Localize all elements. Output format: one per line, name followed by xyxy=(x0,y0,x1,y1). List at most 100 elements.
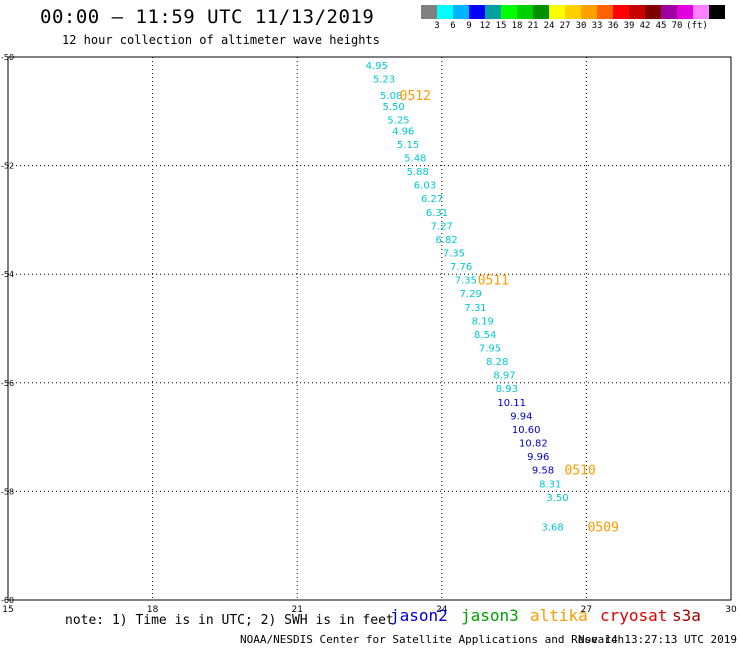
wave-height-label: 9.96 xyxy=(527,452,549,463)
map-frame xyxy=(7,56,732,601)
satellite-s3a: s3a xyxy=(672,606,701,625)
legend-label: 39 xyxy=(623,21,635,31)
wave-height-label: 8.97 xyxy=(493,371,515,382)
y-tick-label: -58 xyxy=(1,487,14,496)
wave-height-label: 8.93 xyxy=(496,384,518,395)
wave-height-label: 6.31 xyxy=(426,208,448,219)
wave-height-label: 7.31 xyxy=(464,303,486,314)
legend-swatch xyxy=(677,5,693,19)
legend-label: 15 xyxy=(495,21,507,31)
x-tick-label: 27 xyxy=(581,605,592,615)
wave-height-label: 6.03 xyxy=(414,181,436,192)
legend-label: 30 xyxy=(575,21,587,31)
wave-height-label: 5.88 xyxy=(407,167,429,178)
wave-height-label: 8.54 xyxy=(474,330,496,341)
legend-swatch xyxy=(533,5,549,19)
wave-height-label: 8.28 xyxy=(486,357,508,368)
legend-swatch xyxy=(517,5,533,19)
legend-swatch xyxy=(597,5,613,19)
legend-label: 27 xyxy=(559,21,571,31)
wave-height-label: 9.58 xyxy=(532,466,554,477)
x-tick-label: 18 xyxy=(147,605,159,615)
legend-swatch xyxy=(613,5,629,19)
map-subtitle: 12 hour collection of altimeter wave hei… xyxy=(62,33,380,47)
wave-height-label: 5.15 xyxy=(397,140,419,151)
legend-swatch xyxy=(501,5,517,19)
wave-height-label: 3.50 xyxy=(546,493,568,504)
legend-label: 12 xyxy=(479,21,491,31)
legend-label: 21 xyxy=(527,21,539,31)
wave-height-label: 10.60 xyxy=(512,425,541,436)
wave-height-label: 7.29 xyxy=(460,289,482,300)
wave-height-label: 8.31 xyxy=(539,479,561,490)
wave-height-label: 6.82 xyxy=(435,235,457,246)
wave-height-legend: 3 6 9 12 15 18 21 24 27 30 33 36 39 42 45 70 (ft) xyxy=(421,5,725,31)
wave-height-label: 4.95 xyxy=(366,61,388,72)
satellite-altika: altika xyxy=(530,606,588,625)
wave-height-label: 5.48 xyxy=(404,153,426,164)
legend-label: 33 xyxy=(591,21,603,31)
y-tick-label: -50 xyxy=(1,53,14,62)
pass-time-label: 0510 xyxy=(564,464,595,479)
legend-swatch xyxy=(581,5,597,19)
legend-swatch xyxy=(421,5,437,19)
legend-label: 24 xyxy=(543,21,555,31)
legend-label: 42 xyxy=(639,21,651,31)
satellite-jason3: jason3 xyxy=(461,606,519,625)
x-tick-label: 21 xyxy=(291,605,302,615)
wave-height-label: 10.11 xyxy=(497,398,526,409)
wave-height-label: 6.27 xyxy=(421,194,443,205)
legend-swatch xyxy=(469,5,485,19)
y-tick-label: -56 xyxy=(1,379,14,388)
satellite-jason2: jason2 xyxy=(390,606,448,625)
legend-swatch xyxy=(549,5,565,19)
legend-swatch xyxy=(661,5,677,19)
y-tick-label: -60 xyxy=(1,596,14,605)
legend-label: 18 xyxy=(511,21,523,31)
legend-labels: 3 6 9 12 15 18 21 24 27 30 33 36 39 42 45 70 (ft) xyxy=(421,19,725,31)
wave-height-label: 7.95 xyxy=(479,344,501,355)
legend-label: 45 xyxy=(655,21,667,31)
x-tick-label: 30 xyxy=(725,605,737,615)
legend-label: (ft) xyxy=(686,21,708,31)
wave-height-label: 5.08 xyxy=(380,91,402,102)
legend-swatch xyxy=(485,5,501,19)
y-tick-label: -52 xyxy=(1,162,14,171)
wave-height-label: 7.27 xyxy=(431,221,453,232)
wave-height-label: 7.35 xyxy=(455,276,477,287)
wave-height-label: 7.35 xyxy=(443,248,465,259)
x-tick-label: 15 xyxy=(2,605,13,615)
legend-label: 36 xyxy=(607,21,619,31)
wave-height-label: 5.50 xyxy=(382,102,404,113)
satellite-cryosat: cryosat xyxy=(600,606,668,625)
wave-height-label: 5.25 xyxy=(387,115,409,126)
legend-swatch xyxy=(629,5,645,19)
map-title: 00:00 – 11:59 UTC 11/13/2019 xyxy=(40,6,375,28)
legend-swatch xyxy=(709,5,725,19)
credit-line: NOAA/NESDIS Center for Satellite Applica… xyxy=(240,633,625,646)
legend-label: 6 xyxy=(450,21,456,31)
legend-swatch xyxy=(437,5,453,19)
legend-label: 70 xyxy=(671,21,683,31)
x-tick-label: 24 xyxy=(436,605,448,615)
wave-height-label: 9.94 xyxy=(510,411,532,422)
footer-note: note: 1) Time is in UTC; 2) SWH is in fe… xyxy=(65,613,394,628)
legend-color-scale xyxy=(421,5,725,19)
legend-swatch xyxy=(453,5,469,19)
wave-height-label: 7.76 xyxy=(450,262,472,273)
legend-label: 9 xyxy=(466,21,472,31)
legend-label: 3 xyxy=(434,21,440,31)
wave-height-label: 3.68 xyxy=(542,523,564,534)
generated-timestamp: Nov 14 13:27:13 UTC 2019 xyxy=(578,633,737,646)
wave-height-label: 8.19 xyxy=(472,316,494,327)
pass-time-label: 0512 xyxy=(400,89,431,104)
legend-swatch xyxy=(693,5,709,19)
y-tick-label: -54 xyxy=(1,270,14,279)
wave-height-label: 10.82 xyxy=(519,439,548,450)
pass-time-label: 0511 xyxy=(478,274,509,289)
pass-time-label: 0509 xyxy=(588,521,619,536)
wave-height-label: 5.23 xyxy=(373,75,395,86)
wave-height-label: 4.96 xyxy=(392,126,414,137)
legend-swatch xyxy=(565,5,581,19)
